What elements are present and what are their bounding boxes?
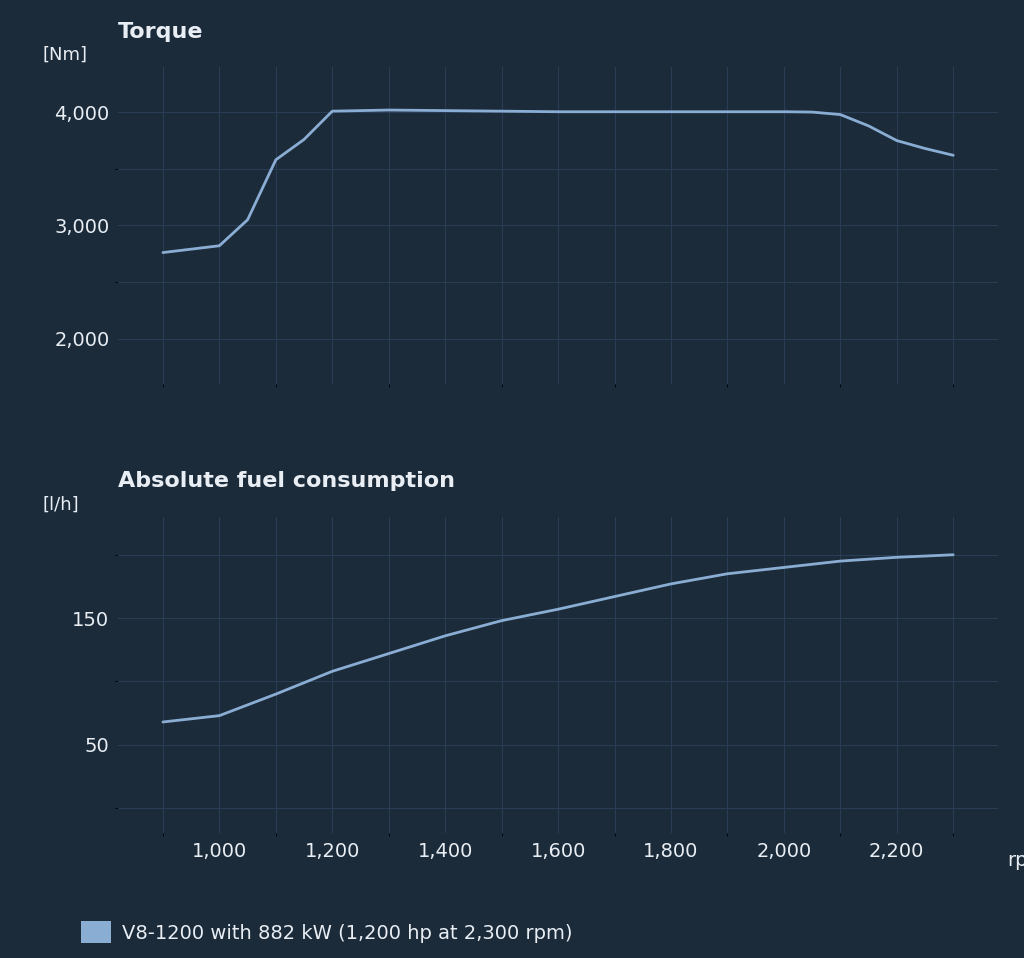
Text: Torque: Torque: [118, 22, 203, 42]
Text: Absolute fuel consumption: Absolute fuel consumption: [118, 471, 455, 491]
Text: [Nm]: [Nm]: [43, 46, 88, 64]
Legend: V8-1200 with 882 kW (1,200 hp at 2,300 rpm): V8-1200 with 882 kW (1,200 hp at 2,300 r…: [81, 921, 572, 944]
Text: rpm: rpm: [1008, 851, 1024, 870]
Text: [l/h]: [l/h]: [43, 495, 80, 513]
